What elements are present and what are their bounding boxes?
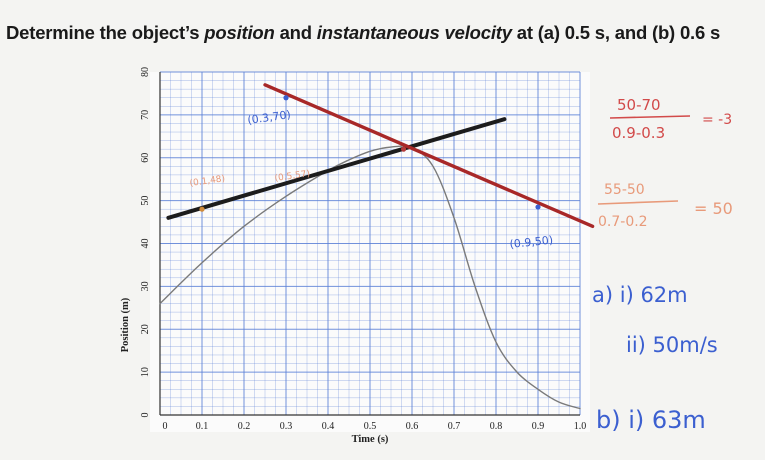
question-part-1: Determine the object’s xyxy=(6,22,205,43)
question-part-2: and xyxy=(274,22,317,43)
data-point-marker xyxy=(283,95,289,101)
x-tick-label: 0.6 xyxy=(406,421,419,432)
x-axis-label: Time (s) xyxy=(352,434,389,445)
x-tick-label: 0.5 xyxy=(364,421,377,432)
y-tick-label: 30 xyxy=(140,281,151,291)
y-tick-label: 60 xyxy=(140,153,151,163)
chart-series xyxy=(159,83,595,410)
y-tick-label: 70 xyxy=(140,110,151,120)
fraction-2-result: = 50 xyxy=(694,199,733,218)
answer-b-position: b) i) 63m xyxy=(596,406,706,434)
question-position-word: position xyxy=(204,22,275,43)
fraction-1-bar xyxy=(609,115,691,119)
data-point-marker xyxy=(401,146,407,152)
fraction-1-denominator: 0.9-0.3 xyxy=(612,124,665,142)
annotation-point-left: (0.1,48) xyxy=(189,174,226,189)
y-tick-label: 20 xyxy=(140,324,151,334)
answer-a-velocity: ii) 50m/s xyxy=(626,333,718,357)
data-point-marker xyxy=(535,204,541,210)
fraction-2-bar xyxy=(597,200,679,205)
question-velocity-word: instantaneous velocity xyxy=(316,22,512,43)
x-tick-label: 0 xyxy=(163,421,168,432)
y-tick-label: 0 xyxy=(140,413,151,418)
x-tick-label: 0.4 xyxy=(322,421,335,432)
data-point-marker xyxy=(199,206,205,212)
y-tick-label: 40 xyxy=(140,239,151,249)
x-tick-label: 0.8 xyxy=(490,421,503,432)
handwritten-work: 50-70 0.9-0.3 = -3 55-50 0.7-0.2 = 50 a)… xyxy=(592,96,733,434)
annotation-point-right: (0.9,50) xyxy=(509,233,554,250)
y-tick-label: 80 xyxy=(140,67,151,77)
chart-markers xyxy=(199,95,541,212)
x-tick-label: 0.9 xyxy=(532,421,545,432)
annotation-point-mid: (0.5,57) xyxy=(274,169,311,184)
fraction-1-numerator: 50-70 xyxy=(617,96,661,114)
y-tick-label: 10 xyxy=(140,367,151,377)
x-tick-label: 0.7 xyxy=(448,421,461,432)
question-text: Determine the object’s position and inst… xyxy=(6,22,720,44)
annotation-point-top: (0.3,70) xyxy=(247,108,292,127)
y-tick-label: 50 xyxy=(140,196,151,206)
fraction-2-numerator: 55-50 xyxy=(604,182,645,198)
series-line xyxy=(166,117,507,220)
chart-grid xyxy=(159,71,581,416)
answer-a-position: a) i) 62m xyxy=(592,283,688,307)
x-tick-label: 0.1 xyxy=(196,421,209,432)
x-tick-label: 0.3 xyxy=(280,421,293,432)
fraction-2-denominator: 0.7-0.2 xyxy=(598,214,648,230)
fraction-1-result: = -3 xyxy=(702,112,732,128)
series-line xyxy=(263,83,595,229)
x-tick-label: 0.2 xyxy=(238,421,251,432)
chart-axes xyxy=(159,72,580,416)
chart-ticks: 0 0.1 0.2 0.3 0.4 0.5 0.6 0.7 0.8 0.9 1.0 0 10 20 30 40… xyxy=(140,67,586,432)
y-axis-label: Position (m) xyxy=(120,297,131,352)
question-part-3: at (a) 0.5 s, and (b) 0.6 s xyxy=(511,22,721,43)
x-tick-label: 1.0 xyxy=(574,421,587,432)
